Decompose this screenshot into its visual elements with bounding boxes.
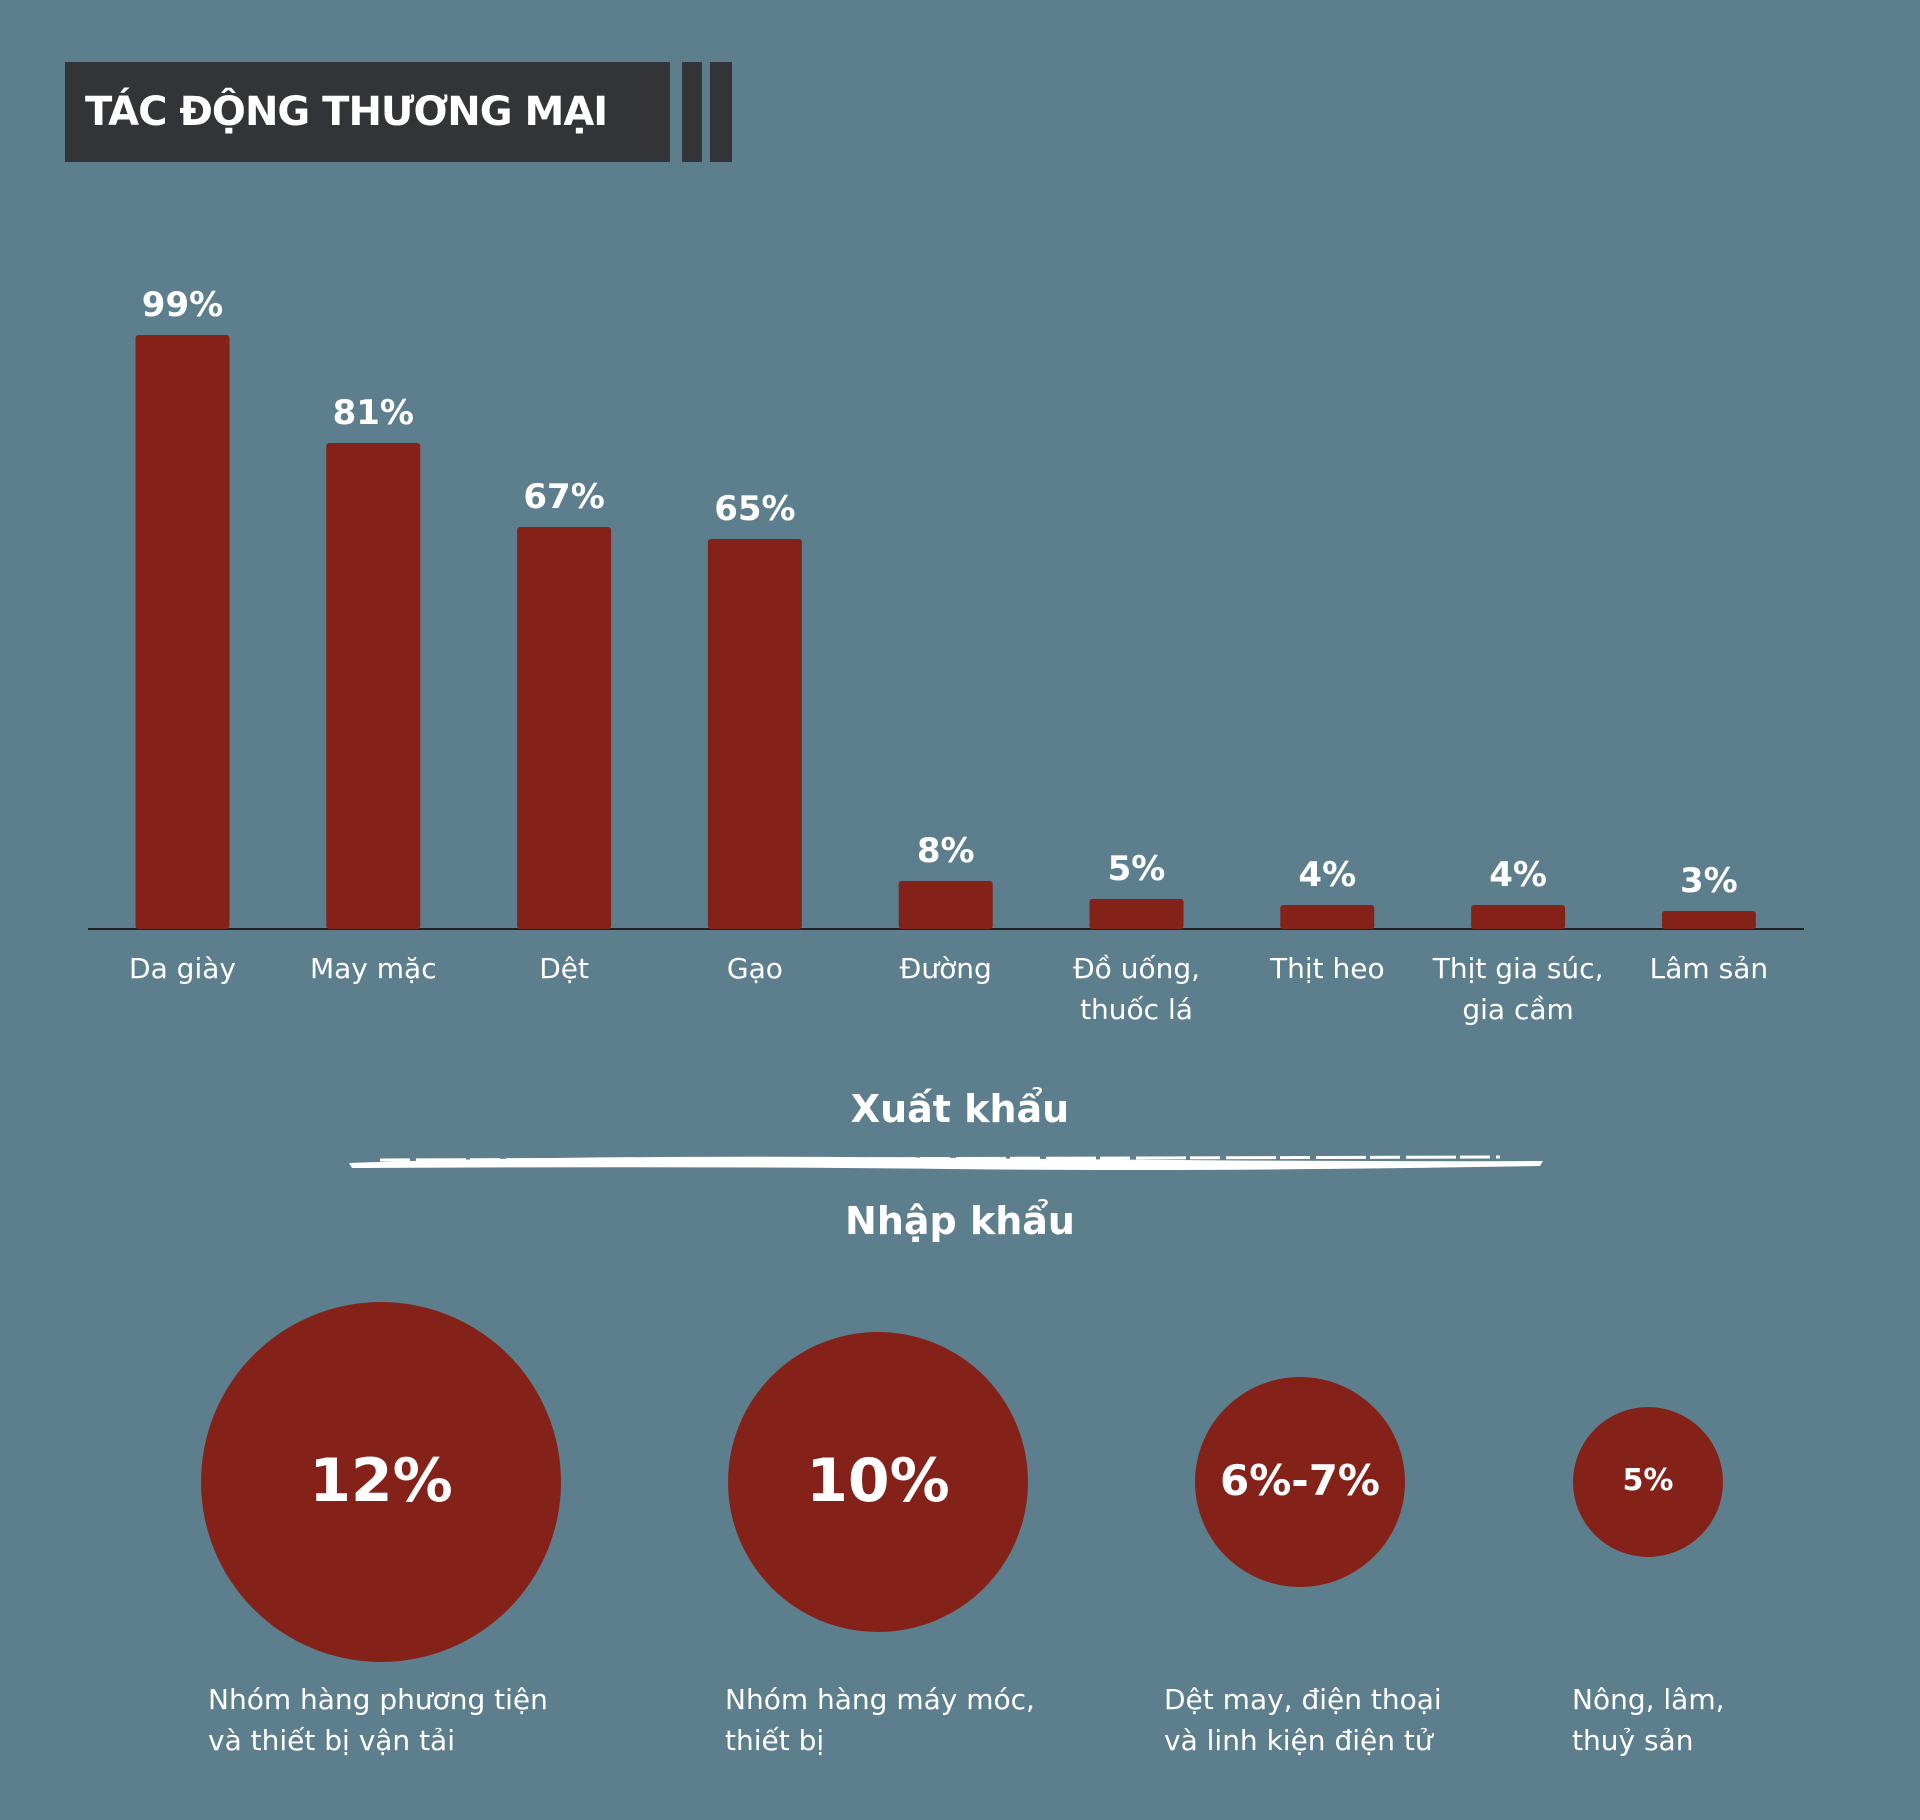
bar	[707, 539, 802, 929]
bubble-caption: Dệt may, điện thoại và linh kiện điện tử	[1164, 1683, 1442, 1757]
value-label: 4%	[1298, 855, 1357, 895]
bubble-label: 5%	[1622, 1463, 1674, 1499]
value-label: 5%	[1107, 849, 1166, 889]
x-tick-label: Đường	[899, 952, 992, 985]
bubble	[201, 1302, 561, 1662]
bar	[1280, 905, 1375, 929]
brush-divider	[349, 1156, 1543, 1170]
bar	[898, 881, 993, 929]
bubble	[728, 1332, 1028, 1632]
bubble-label: 6%-7%	[1219, 1455, 1381, 1505]
bubble-caption: Nhóm hàng máy móc, thiết bị	[725, 1683, 1035, 1757]
bar	[1089, 899, 1184, 929]
value-label: 81%	[332, 393, 414, 433]
value-label: 99%	[141, 285, 224, 325]
bubble-label: 10%	[806, 1445, 950, 1516]
x-tick-label: Lâm sản	[1649, 952, 1769, 985]
bubble-caption: Nông, lâm, thuỷ sản	[1572, 1683, 1725, 1757]
value-label: 65%	[714, 489, 796, 529]
bubble	[1573, 1407, 1723, 1557]
x-tick-label: Thịt heo	[1269, 952, 1385, 985]
brush-divider	[379, 1155, 1501, 1162]
value-label: 3%	[1680, 861, 1738, 901]
bubble-caption: Nhóm hàng phương tiện và thiết bị vận tả…	[208, 1683, 548, 1757]
x-tick-label: Dệt	[539, 952, 589, 985]
bubble-label: 12%	[309, 1445, 453, 1516]
bar	[1661, 911, 1756, 929]
page-title: TÁC ĐỘNG THƯƠNG MẠI	[65, 62, 670, 162]
value-label: 67%	[523, 477, 605, 517]
x-tick-label: Thịt gia súc, gia cầm	[1432, 952, 1604, 1026]
section-title: Nhập khẩu	[845, 1199, 1075, 1243]
x-tick-label: Đồ uống, thuốc lá	[1072, 952, 1201, 1026]
bar	[517, 527, 612, 929]
bar	[1471, 905, 1566, 929]
x-tick-label: Da giày	[129, 952, 236, 985]
bubble	[1195, 1377, 1405, 1587]
title-decoration	[710, 62, 732, 162]
x-tick-label: May mặc	[309, 952, 437, 985]
bar	[326, 443, 421, 929]
title-decoration	[682, 62, 702, 162]
section-title: Xuất khẩu	[850, 1087, 1070, 1131]
bar	[135, 335, 230, 929]
value-label: 4%	[1489, 855, 1547, 895]
x-tick-label: Gạo	[726, 952, 783, 985]
value-label: 8%	[916, 831, 975, 871]
